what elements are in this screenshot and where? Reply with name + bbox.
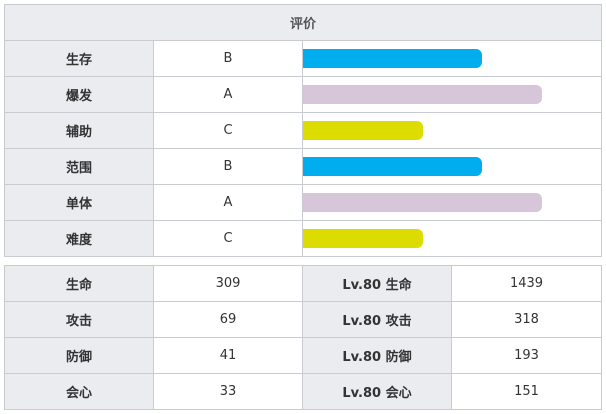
rating-grade: C [153,220,303,257]
stat-value: 41 [153,337,303,374]
stats-table: 生命 309 Lv.80 生命 1439 攻击 69 Lv.80 攻击 318 … [4,265,602,410]
rating-bar [303,49,483,68]
rating-bar [303,157,483,176]
lv-stat-value: 151 [451,373,602,410]
lv-stat-label: Lv.80 会心 [302,373,452,410]
rating-bar [303,229,423,248]
rating-label: 爆发 [4,76,154,113]
rating-header: 评价 [3,4,603,41]
lv-stat-value: 193 [451,337,602,374]
stats-row: 攻击 69 Lv.80 攻击 318 [4,301,602,338]
rating-bar [303,85,543,104]
lv-stat-label: Lv.80 防御 [302,337,452,374]
lv-stat-label: Lv.80 攻击 [302,301,452,338]
stat-label: 会心 [4,373,154,410]
rating-table: 评价 生存 B 爆发 A 辅助 C 范围 B 单体 A 难度 C [3,4,603,257]
rating-row: 生存 B [4,40,603,77]
rating-grade: C [153,112,303,149]
stat-label: 攻击 [4,301,154,338]
rating-row: 爆发 A [4,76,603,113]
stat-label: 生命 [4,265,154,302]
stats-row: 会心 33 Lv.80 会心 151 [4,373,602,410]
rating-row: 辅助 C [4,112,603,149]
rating-grade: A [153,184,303,221]
rating-row: 范围 B [4,148,603,185]
lv-stat-label: Lv.80 生命 [302,265,452,302]
rating-label: 难度 [4,220,154,257]
rating-row: 难度 C [4,220,603,257]
rating-grade: B [153,148,303,185]
stat-value: 309 [153,265,303,302]
stats-row: 防御 41 Lv.80 防御 193 [4,337,602,374]
rating-grade: B [153,40,303,77]
rating-bar [303,121,423,140]
lv-stat-value: 1439 [451,265,602,302]
rating-header-row: 评价 [3,4,603,41]
lv-stat-value: 318 [451,301,602,338]
stat-label: 防御 [4,337,154,374]
rating-grade: A [153,76,303,113]
rating-label: 生存 [4,40,154,77]
rating-label: 范围 [4,148,154,185]
rating-label: 辅助 [4,112,154,149]
rating-row: 单体 A [4,184,603,221]
rating-label: 单体 [4,184,154,221]
rating-bar [303,193,543,212]
stat-value: 33 [153,373,303,410]
stats-row: 生命 309 Lv.80 生命 1439 [4,265,602,302]
stat-value: 69 [153,301,303,338]
